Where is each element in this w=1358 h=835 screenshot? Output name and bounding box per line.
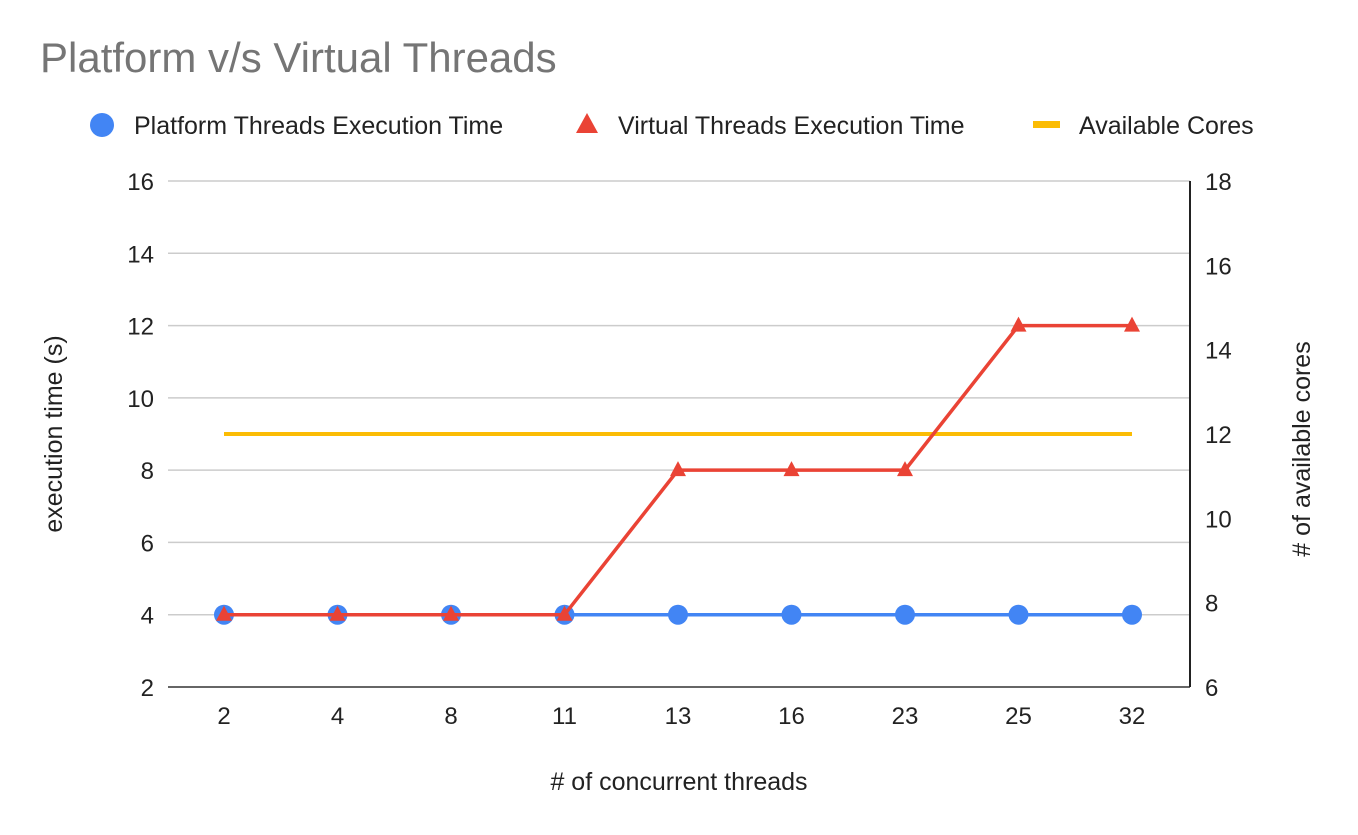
- legend: Platform Threads Execution Time Virtual …: [90, 112, 1254, 140]
- y-axis-title: execution time (s): [40, 335, 68, 532]
- y2-axis-title: # of available cores: [1288, 341, 1316, 556]
- y-tick-label: 14: [127, 241, 154, 268]
- y-tick-label: 6: [141, 530, 154, 557]
- chart-title: Platform v/s Virtual Threads: [40, 34, 557, 81]
- y2-tick-label: 10: [1205, 506, 1232, 533]
- x-tick-label: 11: [552, 703, 577, 730]
- y2-tick-label: 8: [1205, 591, 1218, 618]
- x-tick-label: 4: [331, 703, 344, 730]
- virtual-threads-execution-time-point[interactable]: [1124, 316, 1140, 332]
- legend-marker-line-icon: [1033, 121, 1060, 128]
- platform-threads-execution-time-point[interactable]: [895, 604, 915, 625]
- y-tick-label: 4: [141, 603, 154, 630]
- x-tick-label: 13: [665, 703, 692, 730]
- legend-item-cores[interactable]: Available Cores: [1033, 112, 1254, 140]
- legend-marker-circle-icon: [90, 113, 114, 137]
- platform-threads-execution-time-point[interactable]: [1008, 604, 1029, 625]
- platform-threads-execution-time-point[interactable]: [1122, 604, 1142, 625]
- y-tick-label: 8: [141, 458, 154, 485]
- series: [214, 316, 1142, 625]
- x-tick-label: 32: [1119, 703, 1146, 730]
- y2-tick-label: 14: [1205, 338, 1232, 365]
- y-tick-label: 10: [127, 386, 154, 413]
- legend-item-virtual[interactable]: Virtual Threads Execution Time: [576, 112, 964, 140]
- x-tick-label: 2: [217, 703, 230, 730]
- platform-threads-execution-time-point[interactable]: [668, 604, 688, 625]
- legend-label-virtual: Virtual Threads Execution Time: [618, 112, 964, 140]
- virtual-threads-execution-time-point[interactable]: [556, 605, 573, 621]
- legend-marker-triangle-icon: [576, 113, 598, 133]
- y2-tick-label: 12: [1205, 422, 1232, 449]
- platform-threads-execution-time-point[interactable]: [781, 604, 802, 625]
- axes: 2 4 6 8 10 12 14 16 6 8 10 12 14 16 18 2 4 8 11 13 16 23 25 32: [127, 169, 1231, 730]
- virtual-threads-execution-time-point[interactable]: [783, 461, 800, 477]
- y-tick-label: 12: [127, 314, 154, 341]
- y-tick-label: 2: [141, 675, 154, 702]
- legend-item-platform[interactable]: Platform Threads Execution Time: [90, 112, 503, 140]
- virtual-threads-execution-time-point[interactable]: [443, 605, 459, 621]
- x-axis-title: # of concurrent threads: [550, 768, 807, 796]
- y2-tick-label: 16: [1205, 253, 1232, 280]
- y-tick-label: 16: [127, 169, 154, 196]
- virtual-threads-execution-time-point[interactable]: [1010, 316, 1027, 332]
- x-tick-label: 23: [892, 703, 919, 730]
- virtual-threads-execution-time-point[interactable]: [670, 461, 686, 477]
- x-tick-label: 16: [778, 703, 805, 730]
- virtual-threads-execution-time-point[interactable]: [216, 605, 232, 621]
- legend-label-cores: Available Cores: [1079, 112, 1254, 140]
- x-tick-label: 8: [444, 703, 457, 730]
- y2-tick-label: 6: [1205, 675, 1218, 702]
- y2-tick-label: 18: [1205, 169, 1232, 196]
- virtual-threads-execution-time-point[interactable]: [329, 605, 346, 621]
- virtual-threads-execution-time-point[interactable]: [897, 461, 913, 477]
- x-tick-label: 25: [1005, 703, 1032, 730]
- legend-label-platform: Platform Threads Execution Time: [134, 112, 503, 140]
